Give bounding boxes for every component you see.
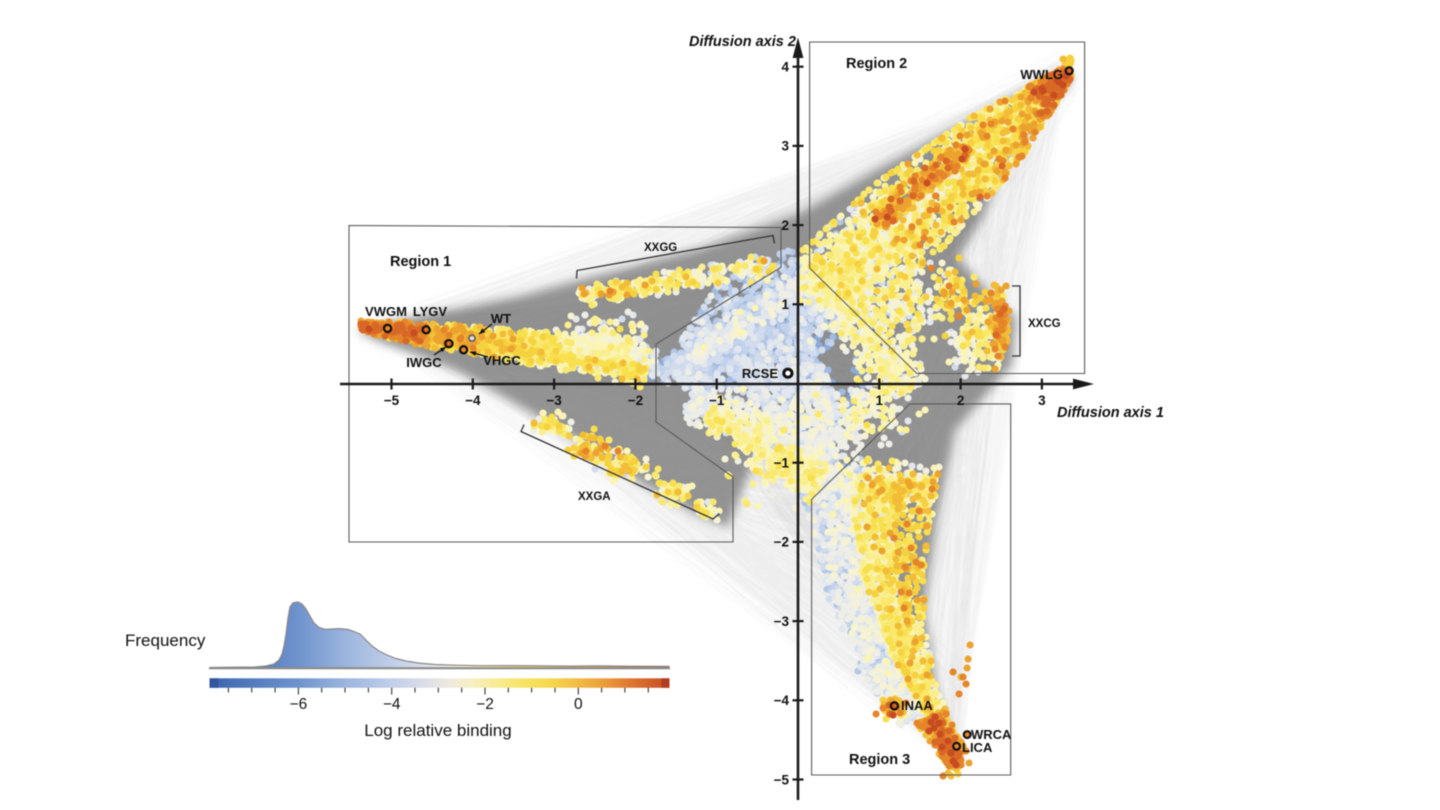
svg-text:4: 4 (781, 60, 789, 75)
svg-text:−4: −4 (383, 696, 401, 713)
svg-text:XXGA: XXGA (578, 491, 611, 503)
svg-text:RCSE: RCSE (742, 366, 778, 381)
svg-text:−4: −4 (465, 393, 481, 408)
svg-text:−5: −5 (384, 393, 400, 408)
svg-text:0: 0 (574, 696, 583, 713)
svg-text:Log relative binding: Log relative binding (364, 721, 511, 740)
svg-text:1: 1 (781, 297, 789, 312)
svg-text:−2: −2 (628, 393, 643, 408)
svg-text:−5: −5 (774, 772, 790, 787)
svg-text:INAA: INAA (901, 698, 933, 713)
svg-text:−1: −1 (774, 456, 790, 471)
svg-text:−4: −4 (774, 693, 790, 708)
svg-text:3: 3 (781, 139, 789, 154)
svg-text:WT: WT (491, 311, 511, 326)
svg-text:−2: −2 (774, 535, 789, 550)
svg-text:Region 1: Region 1 (390, 254, 451, 270)
svg-text:−6: −6 (290, 696, 308, 713)
svg-text:−1: −1 (709, 393, 725, 408)
svg-text:WWLG: WWLG (1020, 67, 1063, 82)
svg-text:LYGV: LYGV (413, 304, 448, 319)
svg-text:−3: −3 (774, 614, 790, 629)
svg-text:XXCG: XXCG (1028, 318, 1061, 330)
svg-text:XXGG: XXGG (644, 242, 677, 254)
svg-text:Region 3: Region 3 (849, 752, 910, 768)
svg-text:Frequency: Frequency (125, 631, 206, 650)
svg-text:1: 1 (876, 393, 884, 408)
svg-text:IWGC: IWGC (406, 355, 442, 370)
svg-text:−3: −3 (546, 393, 562, 408)
svg-text:−2: −2 (476, 696, 494, 713)
svg-text:Diffusion axis 1: Diffusion axis 1 (1057, 405, 1164, 421)
svg-text:WRCA: WRCA (971, 727, 1012, 742)
svg-text:LICA: LICA (962, 740, 993, 755)
svg-text:3: 3 (1038, 393, 1046, 408)
svg-text:Diffusion axis 2: Diffusion axis 2 (689, 34, 796, 50)
svg-text:VHGC: VHGC (483, 353, 521, 368)
svg-text:2: 2 (781, 218, 789, 233)
svg-text:VWGM: VWGM (365, 304, 407, 319)
svg-text:Region 2: Region 2 (846, 56, 907, 72)
svg-text:2: 2 (957, 393, 965, 408)
